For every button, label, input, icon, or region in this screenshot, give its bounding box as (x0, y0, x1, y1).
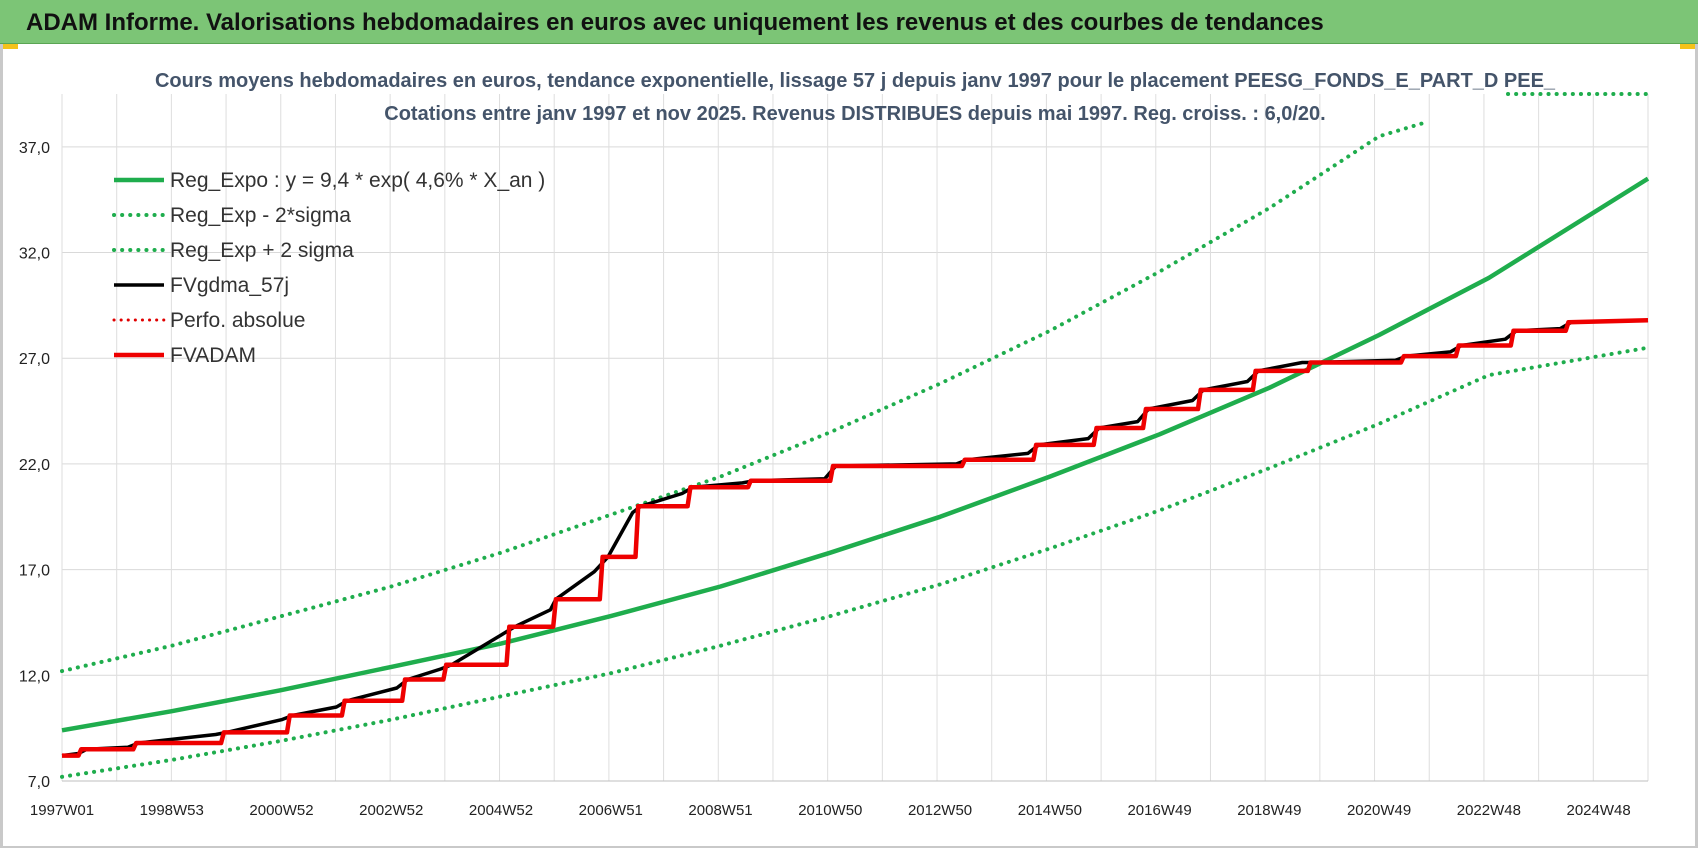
corner-marker-right (1680, 44, 1698, 49)
series-line-2 (60, 119, 1431, 674)
y-tick-label: 22,0 (19, 457, 50, 474)
chart-title: Cours moyens hebdomadaires en euros, ten… (154, 70, 1556, 92)
series-line-5 (62, 317, 1649, 758)
y-tick-label: 37,0 (19, 140, 50, 157)
x-tick-label: 2000W52 (249, 802, 313, 819)
axis-labels: 7,0 12,0 17,0 22,0 27,0 32,0 37,0 1997W01 1998W5… (19, 140, 1631, 819)
x-tick-label: 2008W51 (688, 802, 752, 819)
y-tick-label: 32,0 (19, 246, 50, 263)
banner-title: ADAM Informe. Valorisations hebdomadaire… (26, 9, 1324, 36)
x-tick-label: 2014W50 (1018, 802, 1082, 819)
y-tick-label: 17,0 (19, 563, 50, 580)
series-line-1 (60, 345, 1650, 779)
legend-label: Reg_Exp + 2 sigma (170, 239, 354, 262)
legend-label: Reg_Expo : y = 9,4 * exp( 4,6% * X_an ) (170, 169, 545, 192)
legend-label: FVADAM (170, 344, 256, 367)
x-tick-label: 2020W49 (1347, 802, 1411, 819)
chart-legend: Reg_Expo : y = 9,4 * exp( 4,6% * X_an ) R… (112, 169, 545, 367)
series-line-3 (61, 318, 1649, 758)
legend-label: Reg_Exp - 2*sigma (170, 204, 351, 227)
x-tick-label: 2016W49 (1127, 802, 1191, 819)
x-tick-label: 2022W48 (1457, 802, 1521, 819)
x-tick-label: 1998W53 (140, 802, 204, 819)
x-tick-label: 2004W52 (469, 802, 533, 819)
chart-frame (0, 44, 1698, 848)
x-tick-label: 2024W48 (1566, 802, 1630, 819)
x-tick-label: 2002W52 (359, 802, 423, 819)
x-tick-label: 2006W51 (579, 802, 643, 819)
series-lines (60, 92, 1650, 779)
x-tick-label: 2010W50 (798, 802, 862, 819)
grid-lines (61, 94, 1649, 782)
legend-label: FVgdma_57j (170, 274, 289, 297)
y-tick-label: 27,0 (19, 351, 50, 368)
y-tick-label: 7,0 (28, 774, 50, 791)
x-tick-label: 2018W49 (1237, 802, 1301, 819)
series-line-0 (61, 176, 1650, 733)
x-tick-label: 1997W01 (30, 802, 94, 819)
chart-subtitle: Cotations entre janv 1997 et nov 2025. R… (384, 103, 1326, 125)
legend-label: Perfo. absolue (170, 309, 305, 332)
report-banner: ADAM Informe. Valorisations hebdomadaire… (0, 0, 1698, 44)
x-tick-label: 2012W50 (908, 802, 972, 819)
y-tick-label: 12,0 (19, 668, 50, 685)
corner-marker-left (0, 44, 18, 49)
